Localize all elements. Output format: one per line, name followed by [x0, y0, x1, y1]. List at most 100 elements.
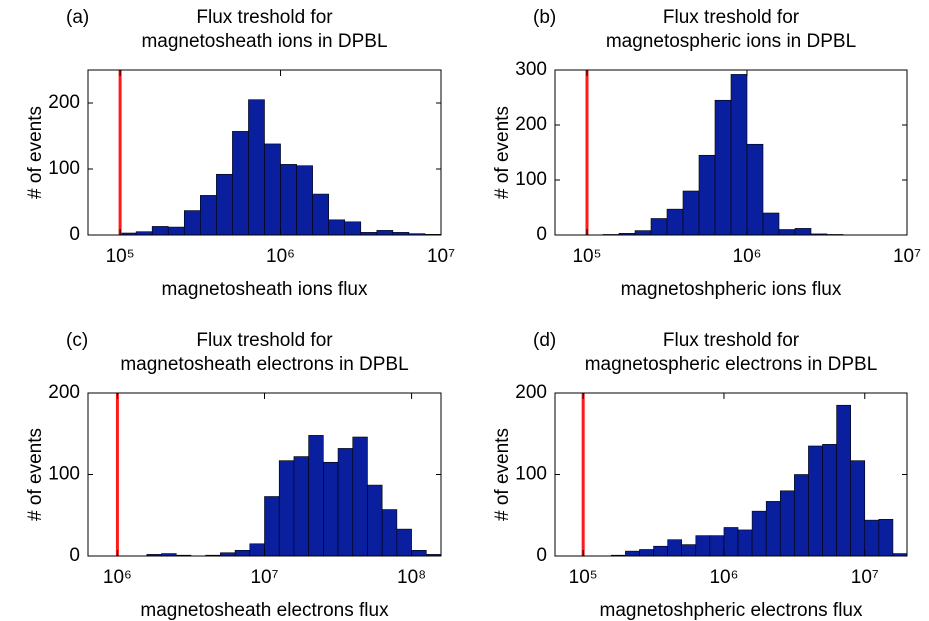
chart-title: Flux treshold for [196, 330, 333, 351]
y-tick-label: 200 [48, 92, 80, 113]
bar [167, 226, 185, 236]
bar [698, 154, 716, 236]
bar [249, 543, 265, 557]
chart-title: Flux treshold for [196, 7, 333, 28]
bar [779, 490, 795, 557]
bar [234, 549, 251, 557]
bar [216, 173, 233, 236]
x-tick-label: 10⁷ [851, 567, 879, 588]
y-tick-label: 200 [515, 382, 547, 403]
bar [667, 539, 683, 557]
x-tick-label: 10⁶ [733, 246, 762, 267]
bar [264, 496, 280, 557]
y-tick-label: 0 [536, 545, 547, 566]
bar [411, 549, 427, 557]
bar [695, 535, 711, 557]
y-tick-label: 100 [515, 169, 547, 190]
bar [650, 218, 668, 236]
bar [808, 445, 823, 557]
bar [709, 535, 725, 557]
bar [344, 221, 362, 236]
y-tick-label: 100 [48, 464, 80, 485]
bar [714, 99, 732, 236]
y-tick-label: 0 [69, 224, 80, 245]
bar [850, 460, 866, 557]
bar [794, 474, 809, 557]
chart-title: Flux treshold for [663, 330, 800, 351]
bar [312, 193, 329, 236]
x-axis-label: magnetosheath electrons flux [140, 600, 389, 621]
chart-title: magnetospheric ions in DPBL [606, 31, 856, 52]
bar [746, 143, 764, 236]
bar [762, 212, 780, 236]
bar [248, 99, 265, 236]
bar [328, 219, 346, 236]
panel-label: (c) [66, 330, 88, 351]
panel-label: (a) [66, 7, 89, 28]
bar [765, 501, 781, 557]
bar [639, 549, 654, 557]
bar [376, 230, 394, 236]
bar [352, 436, 368, 557]
bar [794, 228, 812, 236]
y-axis-label: # of events [25, 428, 46, 521]
chart-title: magnetosheath ions in DPBL [141, 31, 387, 52]
bar [666, 208, 684, 236]
bar [280, 164, 297, 236]
bar [232, 131, 249, 236]
bar [293, 456, 309, 557]
bar [308, 435, 324, 557]
y-tick-label: 100 [48, 158, 80, 179]
bar [730, 74, 748, 236]
x-tick-label: 10⁵ [569, 567, 598, 588]
y-axis-label: # of events [492, 106, 513, 199]
plot-frame [87, 69, 442, 236]
bar [337, 448, 354, 557]
bar [864, 519, 880, 557]
y-tick-label: 300 [515, 59, 547, 80]
bar [278, 460, 295, 557]
bar [151, 226, 169, 236]
x-tick-label: 10⁷ [250, 567, 278, 588]
bar [751, 510, 767, 557]
bar [625, 550, 640, 557]
bar [681, 544, 697, 557]
x-tick-label: 10⁷ [427, 246, 455, 267]
bar [682, 190, 700, 236]
x-tick-label: 10⁶ [103, 567, 132, 588]
y-tick-label: 200 [48, 382, 80, 403]
bar [653, 545, 668, 557]
x-tick-label: 10⁶ [709, 567, 738, 588]
y-tick-label: 0 [536, 224, 547, 245]
bar [836, 404, 851, 557]
bar [323, 461, 339, 557]
y-axis-label: # of events [25, 106, 46, 199]
bar [367, 484, 383, 557]
y-tick-label: 200 [515, 114, 547, 135]
panel-label: (d) [533, 330, 556, 351]
bar [737, 529, 753, 557]
chart-title: magnetospheric electrons in DPBL [585, 354, 878, 375]
chart-title: magnetosheath electrons in DPBL [120, 354, 408, 375]
plot-frame [554, 69, 908, 236]
x-tick-label: 10⁵ [106, 246, 135, 267]
bar [634, 230, 652, 236]
bar [778, 229, 796, 236]
chart-title: Flux treshold for [663, 7, 800, 28]
bar [381, 509, 398, 557]
y-tick-label: 100 [515, 464, 547, 485]
panel-label: (b) [533, 7, 556, 28]
x-tick-label: 10⁷ [893, 246, 921, 267]
x-tick-label: 10⁶ [266, 246, 295, 267]
y-axis-label: # of events [492, 428, 513, 521]
bar [264, 143, 281, 236]
bar [396, 528, 412, 557]
y-tick-label: 0 [69, 545, 80, 566]
x-axis-label: magnetoshpheric ions flux [621, 279, 842, 300]
bar [723, 527, 739, 557]
bar [183, 210, 201, 236]
bar [296, 165, 313, 236]
bar [822, 444, 837, 557]
x-tick-label: 10⁵ [572, 246, 601, 267]
